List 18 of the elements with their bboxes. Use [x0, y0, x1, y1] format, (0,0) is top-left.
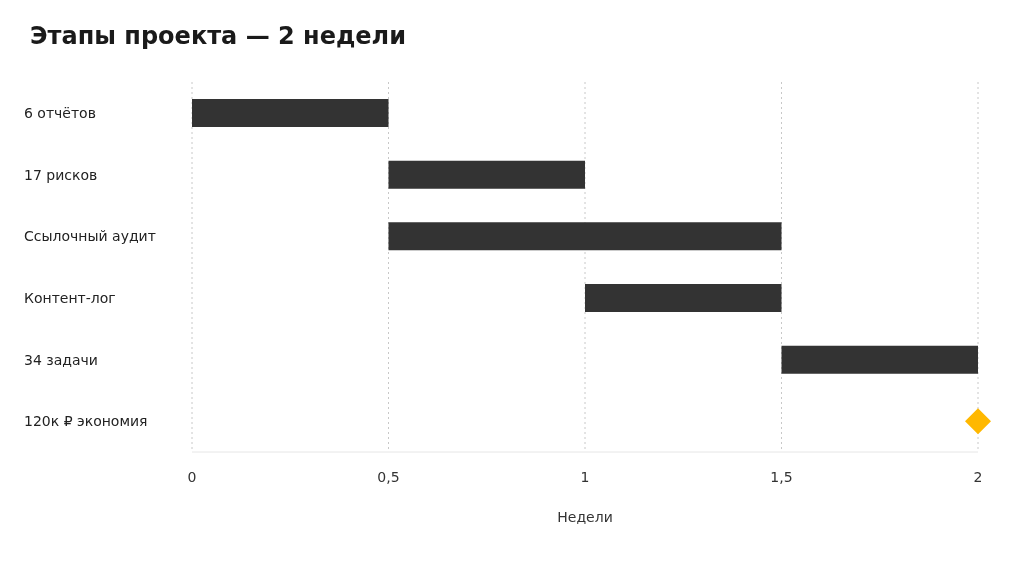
y-tick-label: Ссылочный аудит — [24, 228, 156, 245]
y-tick-label: 6 отчётов — [24, 104, 96, 121]
x-tick-label: 0,5 — [377, 468, 400, 485]
x-tick-label: 2 — [973, 468, 983, 485]
bar — [388, 222, 782, 251]
chart-title: Этапы проекта — 2 недели — [29, 21, 407, 52]
y-tick-label: 120к ₽ экономия — [24, 413, 148, 430]
x-tick-label: 1 — [580, 468, 590, 485]
x-axis-title: Недели — [557, 509, 613, 525]
x-tick-label: 0 — [187, 468, 197, 485]
y-tick-label: Контент-лог — [24, 289, 116, 306]
bar — [781, 345, 978, 374]
bar — [585, 284, 782, 312]
bar — [192, 99, 389, 127]
y-tick-label: 17 рисков — [24, 166, 98, 183]
y-tick-label: 34 задачи — [24, 351, 98, 368]
x-tick-label: 1,5 — [770, 468, 793, 485]
bar — [388, 160, 585, 189]
